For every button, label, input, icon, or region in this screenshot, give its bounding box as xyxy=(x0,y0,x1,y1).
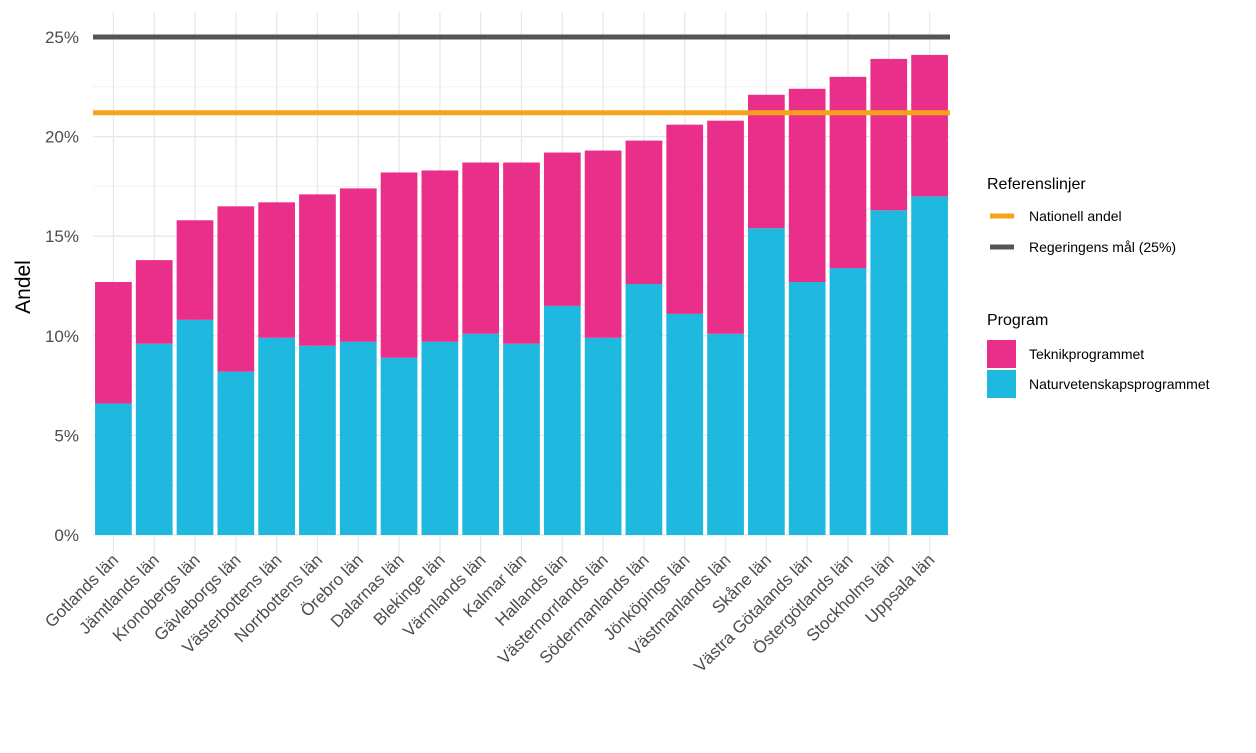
y-tick-label: 25% xyxy=(45,28,79,47)
bar-naturvetenskapsprogrammet xyxy=(421,341,459,535)
legend-title: Referenslinjer xyxy=(987,176,1086,193)
bar-teknikprogrammet xyxy=(747,94,785,229)
y-axis-label: Andel xyxy=(12,260,35,314)
bar-teknikprogrammet xyxy=(380,172,418,358)
bar-teknikprogrammet xyxy=(788,88,826,283)
legend-label: Nationell andel xyxy=(1029,208,1122,224)
bar-teknikprogrammet xyxy=(584,150,622,338)
bar-teknikprogrammet xyxy=(911,54,948,197)
bar-naturvetenskapsprogrammet xyxy=(870,210,908,535)
y-tick-label: 10% xyxy=(45,327,79,346)
bar-naturvetenskapsprogrammet xyxy=(299,345,336,535)
bar-teknikprogrammet xyxy=(135,260,173,344)
bar-teknikprogrammet xyxy=(829,76,867,269)
bar-naturvetenskapsprogrammet xyxy=(707,333,744,535)
legend-title: Program xyxy=(987,312,1048,329)
bar-teknikprogrammet xyxy=(666,124,704,314)
legend-label: Naturvetenskapsprogrammet xyxy=(1029,376,1210,392)
y-axis-ticks: 0% 5% 10% 15% 20% 25% xyxy=(45,28,79,545)
bar-teknikprogrammet xyxy=(95,282,132,404)
bar-teknikprogrammet xyxy=(707,120,744,334)
legend-key-swatch xyxy=(987,370,1016,398)
legend-key-swatch xyxy=(987,340,1016,368)
bar-naturvetenskapsprogrammet xyxy=(911,196,948,536)
bar-naturvetenskapsprogrammet xyxy=(543,305,581,535)
bar-naturvetenskapsprogrammet xyxy=(339,341,377,535)
bar-naturvetenskapsprogrammet xyxy=(217,371,255,535)
bar-teknikprogrammet xyxy=(421,170,459,342)
bar-naturvetenskapsprogrammet xyxy=(135,343,173,535)
bar-naturvetenskapsprogrammet xyxy=(176,319,214,535)
legend: Referenslinjer Nationell andel Regeringens… xyxy=(987,176,1210,398)
bars xyxy=(95,54,948,536)
bar-naturvetenskapsprogrammet xyxy=(503,343,540,535)
bar-naturvetenskapsprogrammet xyxy=(747,228,785,535)
bar-naturvetenskapsprogrammet xyxy=(829,268,867,535)
legend-label: Teknikprogrammet xyxy=(1029,346,1144,362)
y-tick-label: 15% xyxy=(45,227,79,246)
bar-teknikprogrammet xyxy=(503,162,540,344)
y-tick-label: 5% xyxy=(54,426,79,445)
bar-teknikprogrammet xyxy=(176,220,214,320)
bar-teknikprogrammet xyxy=(217,206,255,372)
bar-teknikprogrammet xyxy=(258,202,296,338)
y-tick-label: 0% xyxy=(54,526,79,545)
bar-naturvetenskapsprogrammet xyxy=(462,333,500,535)
bar-naturvetenskapsprogrammet xyxy=(666,313,704,535)
bar-naturvetenskapsprogrammet xyxy=(625,284,663,535)
bar-teknikprogrammet xyxy=(462,162,500,334)
legend-label: Regeringens mål (25%) xyxy=(1029,239,1176,255)
bar-naturvetenskapsprogrammet xyxy=(788,282,826,535)
bar-teknikprogrammet xyxy=(625,140,663,285)
bar-teknikprogrammet xyxy=(870,58,908,211)
bar-teknikprogrammet xyxy=(299,194,336,346)
bar-naturvetenskapsprogrammet xyxy=(258,337,296,535)
reference-lines xyxy=(93,34,950,116)
bar-naturvetenskapsprogrammet xyxy=(584,337,622,535)
bar-teknikprogrammet xyxy=(339,188,377,342)
bar-naturvetenskapsprogrammet xyxy=(380,357,418,535)
y-tick-label: 20% xyxy=(45,128,79,147)
bar-teknikprogrammet xyxy=(543,152,581,306)
bar-naturvetenskapsprogrammet xyxy=(95,403,132,535)
